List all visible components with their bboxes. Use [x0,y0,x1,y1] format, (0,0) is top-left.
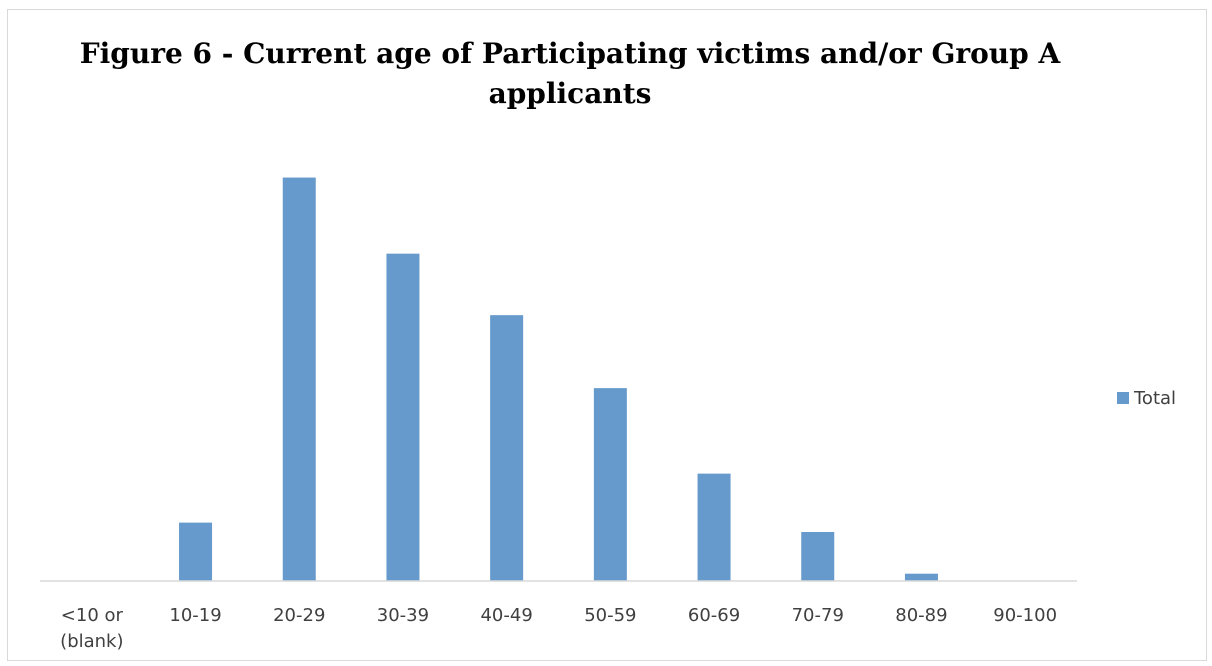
chart-title: Figure 6 - Current age of Participating … [0,34,1140,114]
bar-7 [801,532,835,581]
x-tick-label-5: 50-59 [584,605,636,626]
bar-4 [490,315,524,581]
bar-3 [386,253,420,581]
x-tick-label-3: 30-39 [377,605,429,626]
x-tick-label-2: 20-29 [273,605,325,626]
legend-swatch-total [1117,392,1129,404]
x-tick-labels: <10 or (blank) 10-19 20-29 30-39 40-49 50-59 60… [60,605,1057,652]
x-tick-label-7: 70-79 [792,605,844,626]
bar-1 [179,522,213,581]
bar-8 [904,573,938,581]
chart-title-line-2: applicants [488,77,652,110]
x-tick-label-0: <10 or (blank) [60,605,123,652]
x-tick-label-6: 60-69 [688,605,740,626]
x-tick-label-8: 80-89 [895,605,947,626]
chart-title-line-1: Figure 6 - Current age of Participating … [79,37,1061,70]
bar-5 [593,388,627,581]
legend-label-total: Total [1133,388,1176,409]
bars-group [75,177,1042,582]
x-tick-label-9: 90-100 [993,605,1057,626]
bar-6 [697,473,731,581]
bar-2 [282,177,316,582]
x-tick-label-4: 40-49 [480,605,532,626]
legend: Total [1117,388,1176,409]
x-tick-label-1: 10-19 [169,605,221,626]
